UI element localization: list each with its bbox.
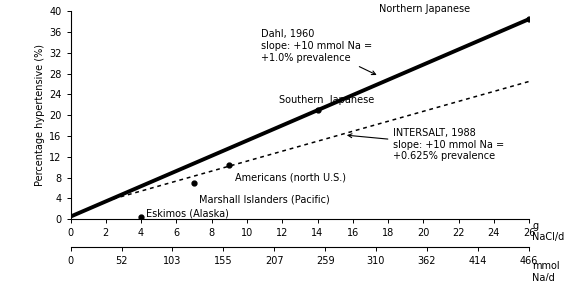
Y-axis label: Percentage hypertensive (%): Percentage hypertensive (%): [35, 44, 45, 186]
Text: Northern Japanese: Northern Japanese: [379, 4, 470, 14]
Text: Southern  Japanese: Southern Japanese: [279, 95, 374, 105]
Text: mmol
Na/d: mmol Na/d: [532, 261, 560, 281]
Text: g
NaCl/d: g NaCl/d: [532, 221, 564, 242]
Text: INTERSALT, 1988
slope: +10 mmol Na =
+0.625% prevalence: INTERSALT, 1988 slope: +10 mmol Na = +0.…: [348, 128, 505, 161]
Text: Americans (north U.S.): Americans (north U.S.): [235, 172, 346, 182]
Text: Eskimos (Alaska): Eskimos (Alaska): [146, 208, 229, 218]
Text: Dahl, 1960
slope: +10 mmol Na =
+1.0% prevalence: Dahl, 1960 slope: +10 mmol Na = +1.0% pr…: [261, 30, 376, 74]
Text: Marshall Islanders (Pacific): Marshall Islanders (Pacific): [199, 194, 330, 204]
